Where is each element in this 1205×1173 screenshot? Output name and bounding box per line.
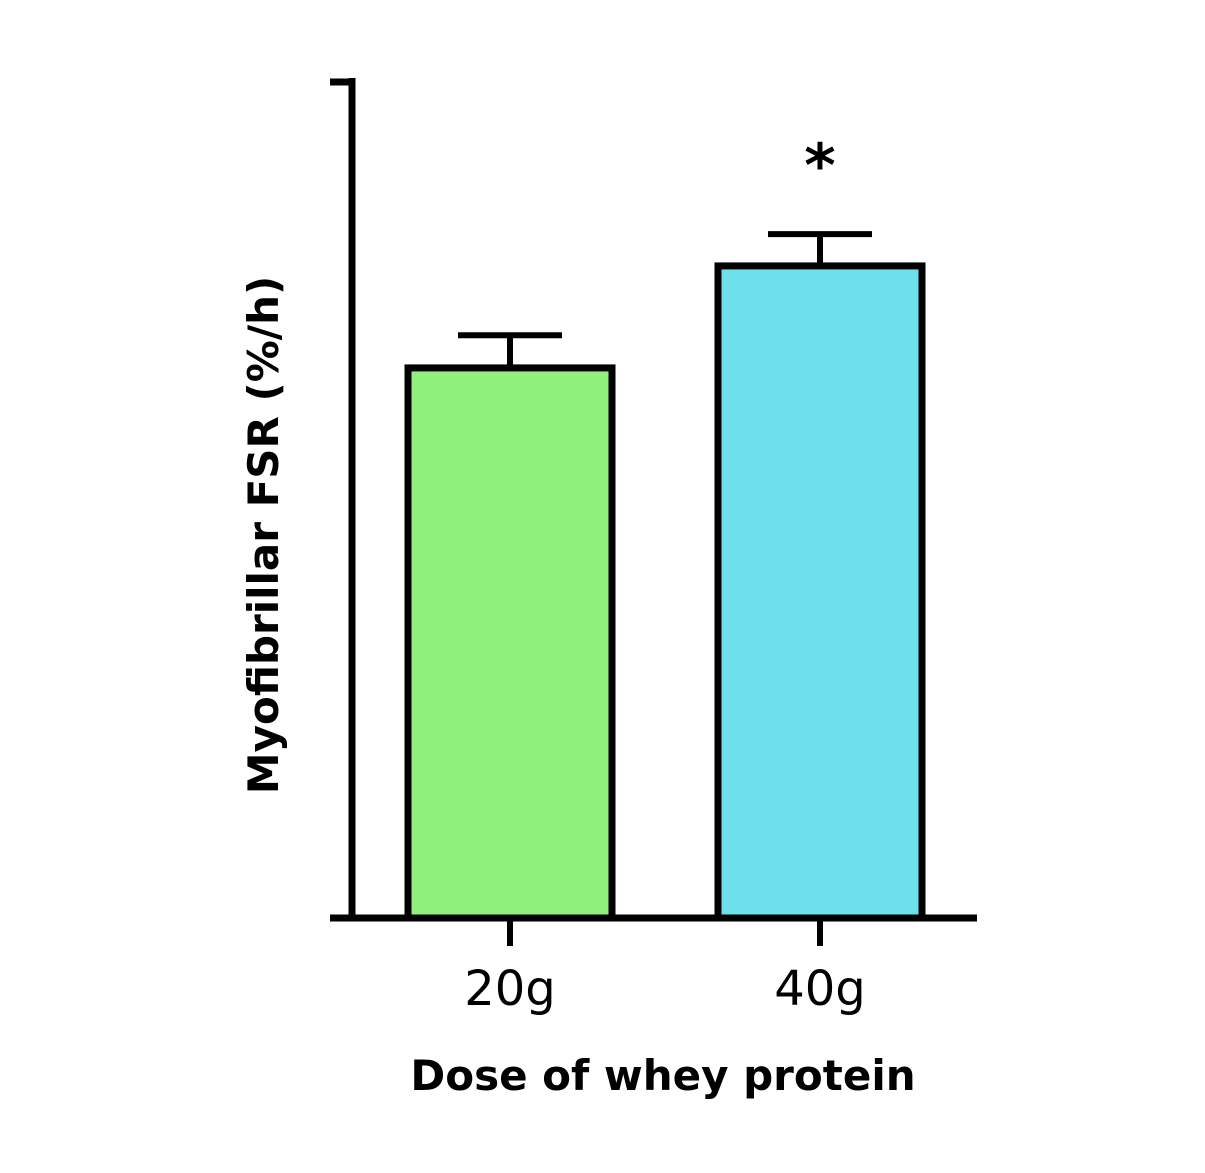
bar-40g (714, 262, 926, 922)
x-axis-label: Dose of whey protein (410, 1051, 915, 1100)
x-tick-label: 40g (774, 961, 866, 1017)
bar-20g (404, 364, 616, 922)
significance-marker: * (804, 131, 835, 201)
y-axis-label: Myofibrillar FSR (%/h) (239, 276, 288, 794)
x-tick-label: 20g (464, 961, 556, 1017)
